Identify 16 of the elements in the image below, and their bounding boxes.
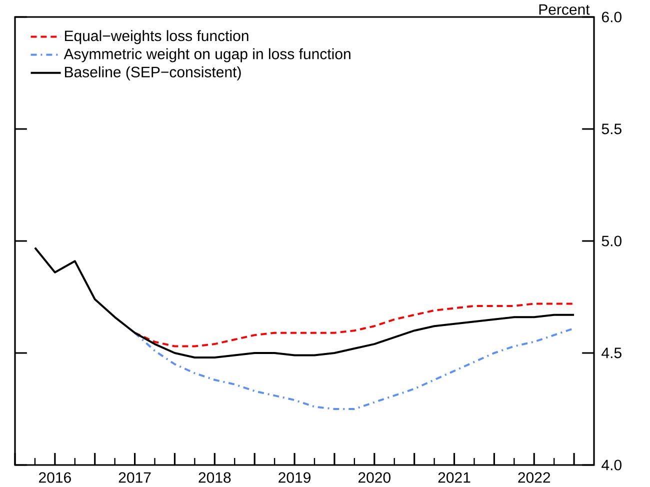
x-tick-label: 2016 — [38, 472, 71, 483]
y-axis-title: Percent — [539, 4, 590, 15]
legend-label: Asymmetric weight on ugap in loss function — [64, 48, 350, 62]
y-tick-label: 4.5 — [602, 348, 622, 358]
x-tick-label: 2021 — [438, 472, 470, 483]
legend-label: Equal−weights loss function — [64, 30, 248, 44]
y-tick-label: 5.0 — [602, 236, 622, 246]
x-tick-label: 2019 — [278, 472, 310, 483]
x-tick-label: 2017 — [118, 472, 151, 483]
x-tick-label: 2018 — [198, 472, 231, 483]
y-tick-label: 4.0 — [602, 460, 622, 470]
legend-label: Baseline (SEP−consistent) — [64, 66, 241, 80]
x-tick-label: 2020 — [358, 472, 390, 483]
x-tick-label: 2022 — [518, 472, 550, 483]
y-tick-label: 5.5 — [602, 124, 622, 134]
y-tick-label: 6.0 — [602, 12, 622, 22]
